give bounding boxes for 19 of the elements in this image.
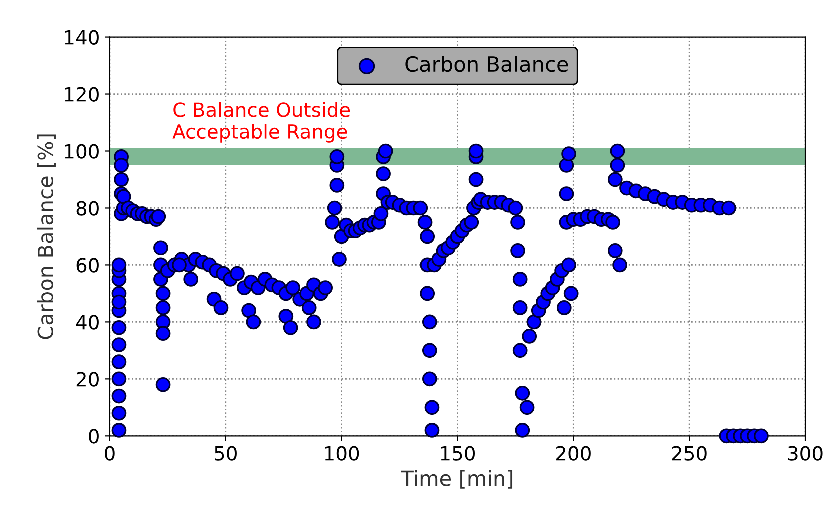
y-tick-label: 100 [65,144,99,159]
band-label: C Balance Outside Acceptable Range [172,102,350,143]
x-tick-label: 100 [325,446,360,461]
x-tick-label: 0 [105,446,115,461]
x-tick-label: 150 [441,446,475,461]
legend-label: Carbon Balance [406,56,568,72]
y-tick-label: 40 [76,315,99,330]
x-axis-title: Time [min] [401,470,513,489]
x-tick-label: 200 [556,446,591,461]
y-tick-label: 120 [65,87,99,102]
x-tick-label: 250 [672,446,707,461]
y-tick-label: 80 [76,201,99,216]
x-tick-label: 300 [788,446,823,461]
y-tick-label: 20 [76,372,99,387]
y-tick-label: 140 [65,30,99,45]
x-tick-label: 50 [215,446,237,461]
y-axis-title: Carbon Balance [%] [37,134,56,340]
y-tick-label: 0 [89,429,99,444]
y-tick-label: 60 [76,258,99,273]
